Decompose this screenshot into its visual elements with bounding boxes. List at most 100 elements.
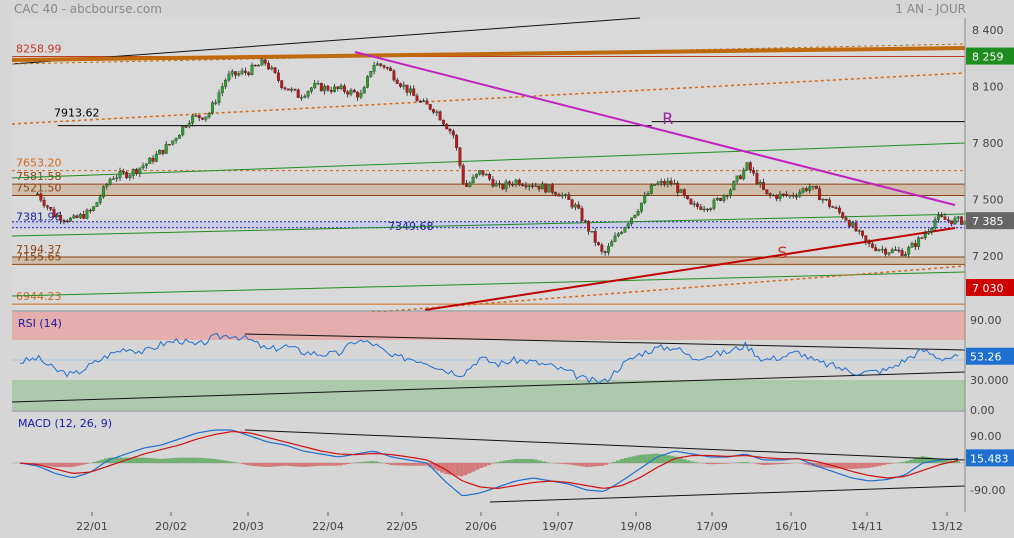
candle-body xyxy=(141,165,145,169)
candle-body xyxy=(247,72,251,75)
candle-body xyxy=(382,65,386,68)
candle-body xyxy=(55,214,59,218)
macd-histogram-bar xyxy=(635,455,640,463)
candle-body xyxy=(903,254,907,257)
candle-body xyxy=(230,71,234,75)
level-label: 7521.50 xyxy=(16,181,62,194)
candle-body xyxy=(620,232,624,234)
candle-body xyxy=(451,130,455,136)
macd-histogram-bar xyxy=(694,462,699,463)
candle-body xyxy=(606,246,610,253)
green-channel-low xyxy=(11,271,966,297)
candle-body xyxy=(313,83,317,89)
macd-histogram-bar xyxy=(299,463,304,467)
candle-body xyxy=(828,199,831,207)
candle-body xyxy=(217,92,221,103)
candle-body xyxy=(82,214,86,219)
macd-histogram-bar xyxy=(264,463,269,467)
macd-histogram-bar xyxy=(451,463,456,476)
macd-histogram-bar xyxy=(170,458,175,463)
candle-body xyxy=(540,183,544,190)
candle-body xyxy=(240,70,244,74)
macd-histogram-bar xyxy=(889,463,894,464)
candle-body xyxy=(950,220,954,225)
macd-histogram-bar xyxy=(436,463,441,471)
macd-histogram-bar xyxy=(627,457,632,463)
candle-body xyxy=(514,179,518,185)
candle-body xyxy=(468,182,472,187)
candle-body xyxy=(408,88,412,93)
macd-histogram-bar xyxy=(162,458,167,463)
candle-body xyxy=(154,154,158,162)
candle-body xyxy=(890,249,894,253)
macd-histogram-bar xyxy=(909,459,914,463)
candle-body xyxy=(319,83,323,92)
candle-body xyxy=(220,86,224,93)
macd-histogram-bar xyxy=(197,457,202,463)
x-tick-label: 19/08 xyxy=(620,520,652,533)
candle-body xyxy=(362,87,366,94)
candle-body xyxy=(554,192,558,195)
macd-histogram-bar xyxy=(659,454,663,463)
candle-body xyxy=(300,97,303,99)
candle-body xyxy=(679,189,683,193)
candle-body xyxy=(610,241,614,247)
candle-body xyxy=(798,191,802,197)
candle-body xyxy=(366,76,369,88)
candle-body xyxy=(814,185,818,189)
candle-body xyxy=(105,184,109,187)
candle-body xyxy=(722,195,726,201)
macd-histogram-bar xyxy=(205,458,210,463)
x-tick-label: 14/11 xyxy=(851,520,883,533)
candle-body xyxy=(583,220,587,222)
candle-body xyxy=(732,181,736,191)
macd-upper-trend xyxy=(244,429,966,461)
macd-histogram-bar xyxy=(209,458,214,463)
candle-body xyxy=(771,194,775,197)
macd-histogram-bar xyxy=(772,463,777,465)
candle-body xyxy=(557,194,561,197)
macd-histogram-bar xyxy=(561,463,566,464)
candle-body xyxy=(191,115,195,124)
macd-histogram-bar xyxy=(432,463,437,470)
macd-histogram-bar xyxy=(596,463,601,467)
candle-body xyxy=(128,175,132,179)
macd-histogram-bar xyxy=(526,458,531,463)
candle-body xyxy=(108,178,112,185)
macd-histogram-bar xyxy=(803,463,808,465)
x-tick-label: 16/10 xyxy=(775,520,807,533)
green-channel-top xyxy=(11,142,966,179)
x-tick-label: 20/06 xyxy=(465,520,497,533)
macd-histogram-bar xyxy=(412,463,417,466)
candle-body xyxy=(811,185,815,188)
candle-body xyxy=(435,111,439,113)
candle-body xyxy=(263,59,267,64)
macd-histogram-bar xyxy=(147,457,151,463)
price-tick: 7 500 xyxy=(972,194,1004,207)
macd-histogram-bar xyxy=(534,459,538,463)
macd-histogram-bar xyxy=(491,463,495,464)
candle-body xyxy=(65,220,69,222)
candle-body xyxy=(715,198,719,201)
macd-histogram-bar xyxy=(444,463,449,474)
macd-histogram-bar xyxy=(483,463,488,467)
candle-body xyxy=(148,157,152,164)
candle-body xyxy=(210,102,214,114)
macd-histogram-bar xyxy=(104,458,108,463)
macd-histogram-bar xyxy=(662,454,667,463)
candle-body xyxy=(775,194,779,199)
macd-histogram-bar xyxy=(475,463,480,470)
candle-body xyxy=(131,169,135,176)
candle-body xyxy=(151,157,155,162)
candle-body xyxy=(471,176,475,184)
macd-histogram-bar xyxy=(565,463,570,465)
macd-histogram-bar xyxy=(530,458,534,463)
candle-body xyxy=(75,215,79,218)
oversold-zone xyxy=(12,380,965,410)
candle-body xyxy=(600,244,604,252)
macd-histogram-bar xyxy=(76,463,81,466)
candle-body xyxy=(336,86,340,89)
candle-body xyxy=(590,230,594,233)
